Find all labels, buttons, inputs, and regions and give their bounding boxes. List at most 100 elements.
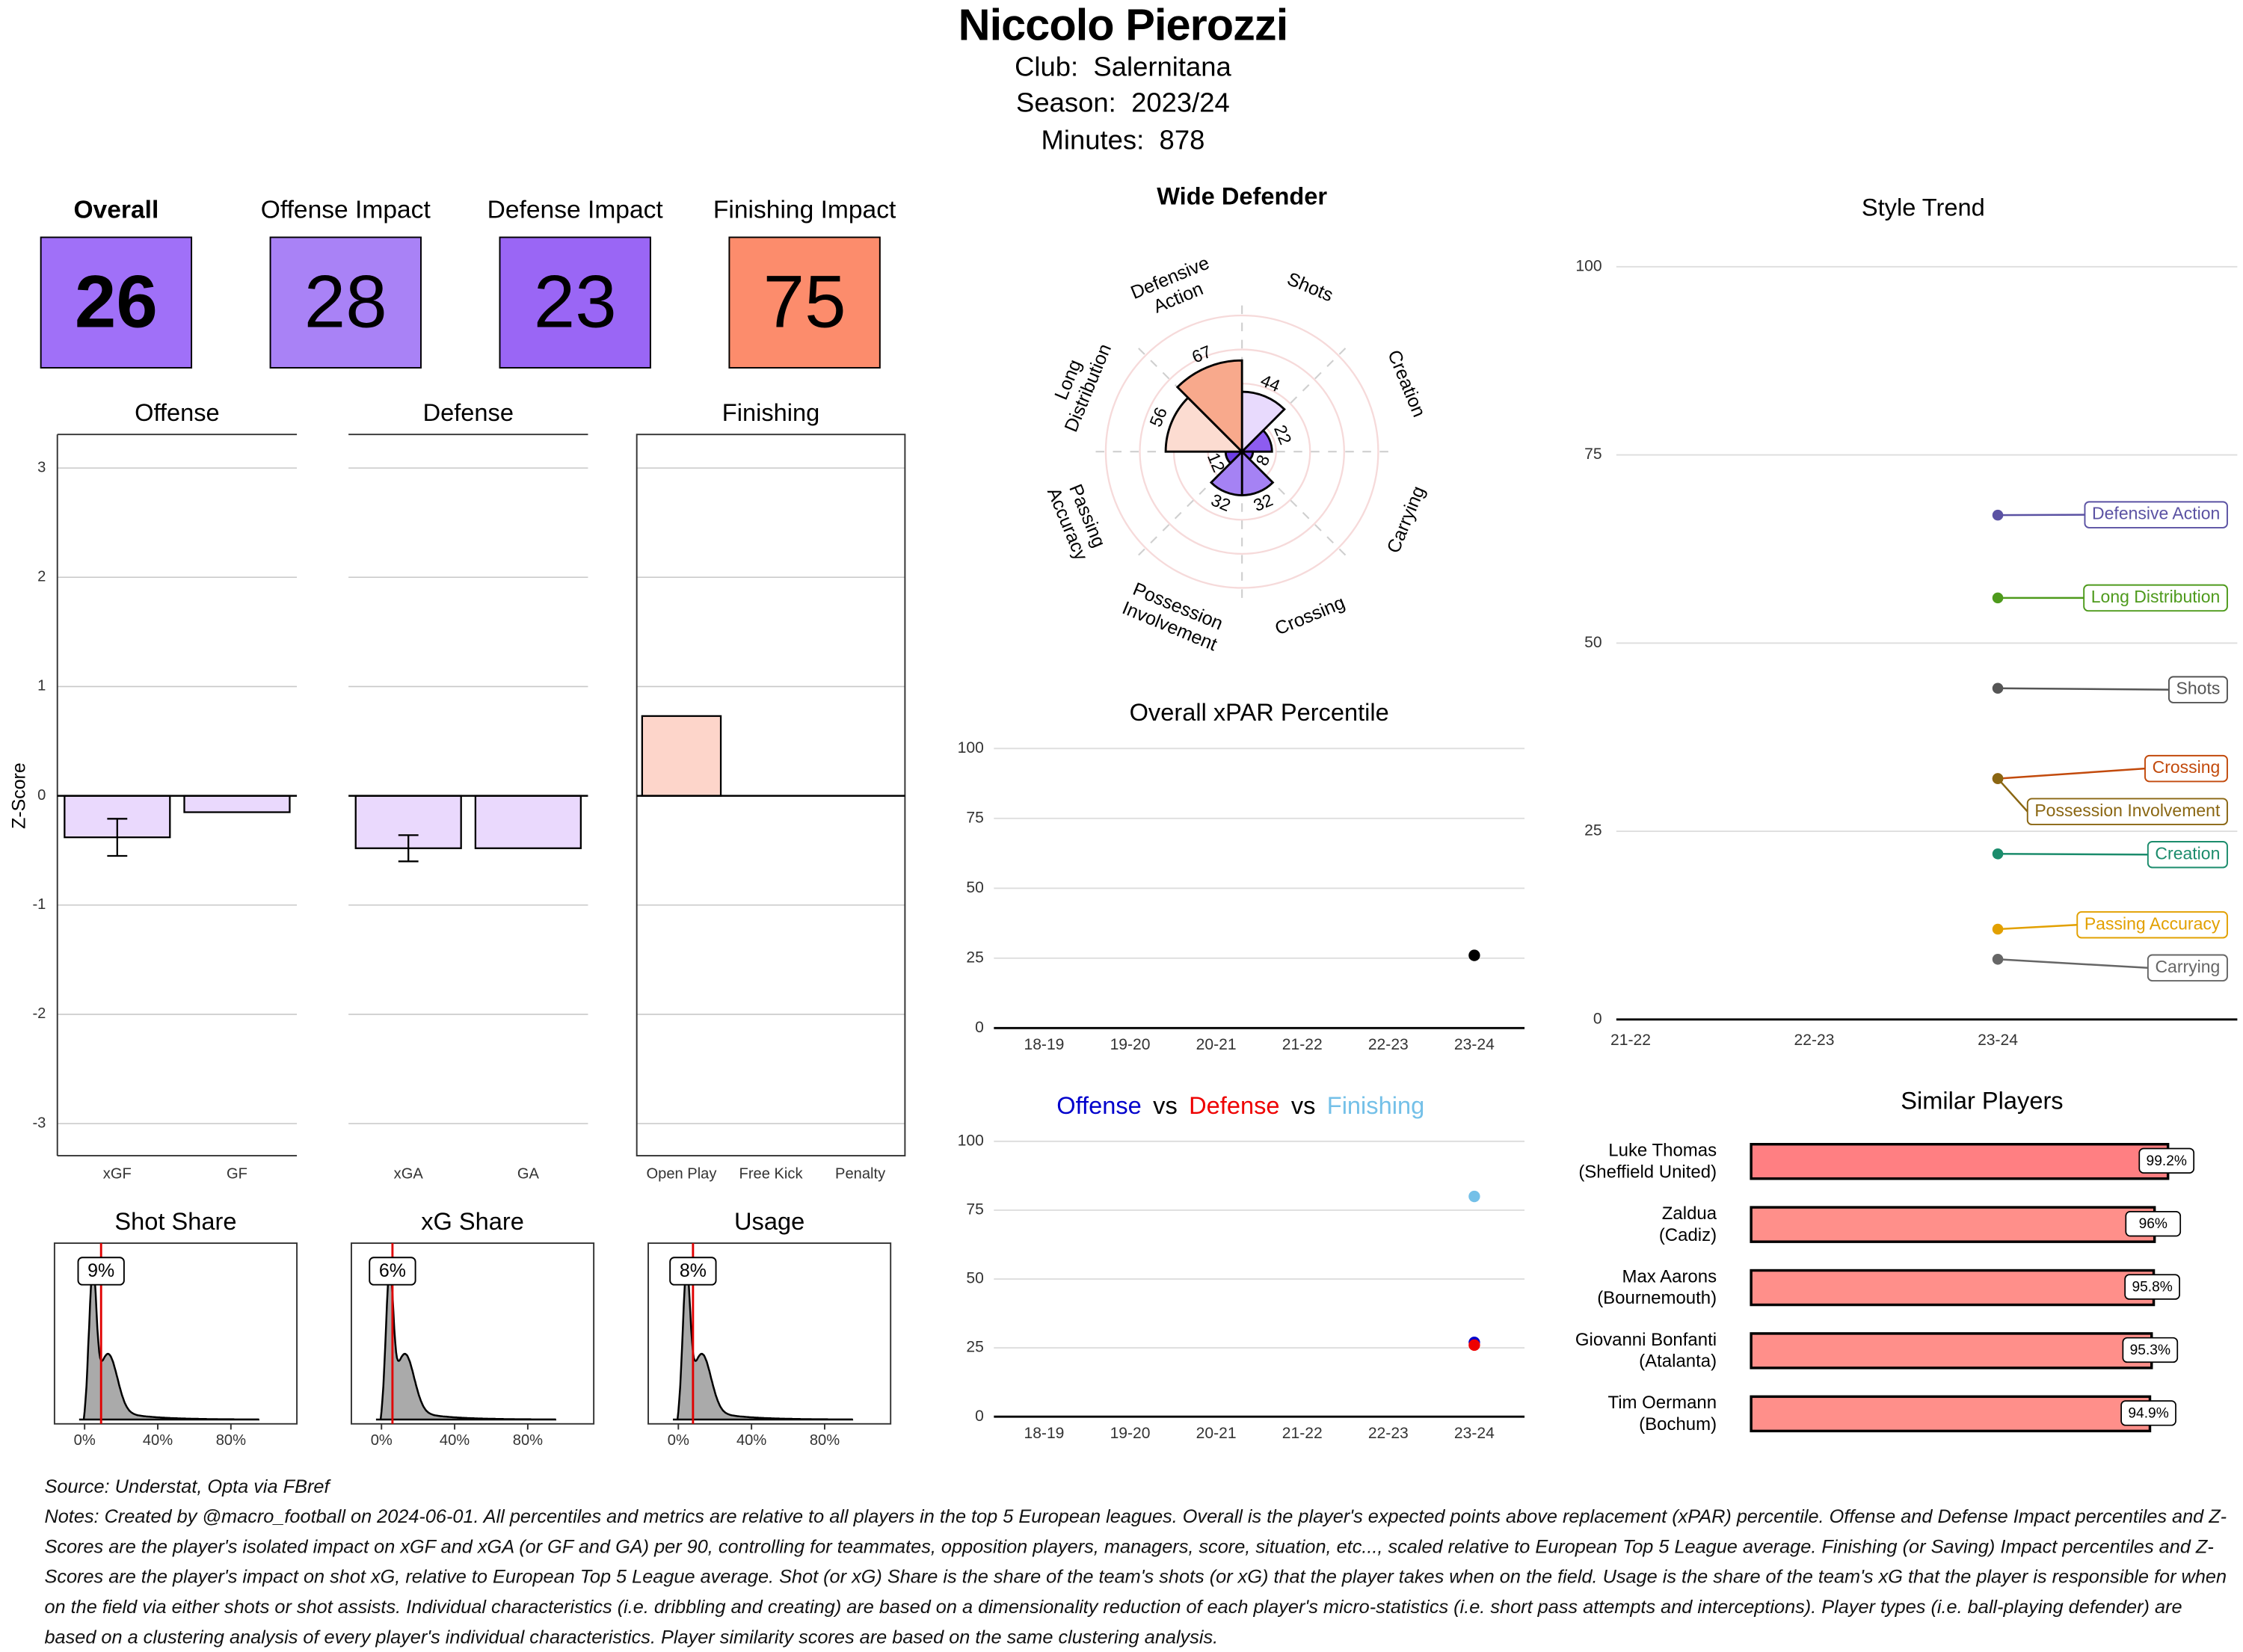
radar-category-label: Crossing [1272, 592, 1348, 640]
radar-category-label-line: Carrying [1383, 483, 1430, 556]
trend-connector [1998, 959, 2148, 968]
chart-title-part: Defense [1189, 1091, 1279, 1118]
similar-player-name: Zaldua [1662, 1203, 1717, 1224]
similarity-bar [1751, 1396, 2150, 1431]
panel-title: Defense [423, 398, 514, 426]
value-label: 6% [379, 1260, 406, 1281]
chart-title: Overall xPAR Percentile [1130, 698, 1389, 726]
similar-player-club: (Bournemouth) [1597, 1288, 1717, 1308]
data-point [1993, 682, 2004, 694]
radar-category-label: PossessionInvolvement [1119, 578, 1228, 656]
similar-player-club: (Sheffield United) [1578, 1162, 1717, 1182]
data-point [1468, 1340, 1480, 1351]
x-tick-label: GF [227, 1165, 247, 1182]
similar-player-name: Luke Thomas [1608, 1141, 1717, 1161]
y-tick-label: 0 [975, 1019, 984, 1036]
x-tick-label: 0% [74, 1432, 96, 1449]
z-bar [642, 716, 721, 796]
y-tick-label: 25 [1584, 822, 1602, 839]
z-bar [185, 796, 290, 813]
z-bar [476, 796, 581, 848]
trend-series: Shots [1993, 676, 2227, 703]
trend-series: Carrying [1993, 954, 2227, 981]
panel-title: Usage [734, 1207, 804, 1235]
trend-series-label: Possession Involvement [2034, 801, 2221, 820]
value-label: 9% [87, 1260, 114, 1281]
trend-connector [1998, 768, 2145, 778]
data-point [1993, 954, 2004, 965]
y-tick-label: 50 [966, 879, 983, 896]
x-tick-label: 0% [371, 1432, 393, 1449]
trend-series-label: Carrying [2155, 957, 2220, 976]
chart-title-part: vs [1153, 1091, 1178, 1118]
y-tick-label: 2 [37, 569, 46, 585]
y-tick-label: -2 [32, 1005, 46, 1022]
radar-category-label: Carrying [1383, 483, 1430, 556]
trend-connector [1998, 779, 2028, 812]
similar-player-name: Tim Oermann [1607, 1393, 1717, 1413]
chart-title: Offense vs Defense vs Finishing [1056, 1091, 1424, 1118]
x-tick-label: 40% [143, 1432, 173, 1449]
notes-text: Notes: Created by @macro_football on 202… [44, 1501, 2239, 1651]
x-tick-label: 20-21 [1196, 1036, 1237, 1053]
y-tick-label: 100 [958, 739, 984, 756]
x-tick-label: 22-23 [1794, 1032, 1835, 1049]
x-tick-label: 19-20 [1110, 1036, 1151, 1053]
radar-category-label: LongDistribution [1041, 333, 1116, 435]
x-tick-label: 0% [668, 1432, 689, 1449]
similarity-bar [1751, 1144, 2168, 1179]
x-tick-label: 21-22 [1282, 1425, 1323, 1442]
panel-title: Finishing [722, 398, 819, 426]
x-tick-label: 20-21 [1196, 1425, 1237, 1442]
x-tick-label: 40% [736, 1432, 766, 1449]
chart-title-part: vs [1291, 1091, 1316, 1118]
data-point [1993, 773, 2004, 784]
x-tick-label: 19-20 [1110, 1425, 1151, 1442]
data-point [1468, 1191, 1480, 1202]
data-point [1993, 924, 2004, 935]
trend-connector [1998, 925, 2077, 929]
x-tick-label: 40% [440, 1432, 470, 1449]
radar-category-label-line: Crossing [1272, 592, 1348, 640]
x-tick-label: 80% [810, 1432, 840, 1449]
similar-player-club: (Atalanta) [1639, 1352, 1717, 1372]
chart-title: Style Trend [1862, 194, 1985, 221]
similarity-bar [1751, 1334, 2152, 1368]
y-tick-label: 100 [1575, 257, 1602, 274]
radar-value-label: 44 [1258, 371, 1283, 396]
chart-title: Similar Players [1901, 1087, 2063, 1115]
similarity-label: 95.3% [2130, 1343, 2170, 1358]
trend-connector [1998, 688, 2169, 690]
y-axis-label: Z-Score [8, 762, 29, 829]
trend-series-label: Shots [2176, 679, 2221, 698]
radar-category-label: Creation [1383, 347, 1430, 420]
data-point [1468, 949, 1480, 961]
similar-player-club: (Cadiz) [1659, 1225, 1717, 1245]
x-tick-label: xGA [394, 1165, 424, 1182]
x-tick-label: 22-23 [1368, 1425, 1409, 1442]
trend-series-label: Long Distribution [2091, 587, 2221, 606]
x-tick-label: Open Play [646, 1165, 717, 1182]
chart-title-part: Finishing [1327, 1091, 1424, 1118]
chart-title-part: Offense [1056, 1091, 1142, 1118]
similar-player-club: (Bochum) [1639, 1414, 1717, 1434]
x-tick-label: 23-24 [1454, 1036, 1495, 1053]
similarity-label: 99.2% [2147, 1153, 2187, 1169]
similarity-bar [1751, 1207, 2155, 1242]
x-tick-label: 80% [513, 1432, 543, 1449]
similar-player-name: Giovanni Bonfanti [1575, 1330, 1717, 1350]
source-text: Source: Understat, Opta via FBref [44, 1471, 2239, 1501]
radar-category-label: DefensiveAction [1127, 253, 1220, 324]
x-tick-label: 80% [216, 1432, 246, 1449]
trend-series: Creation [1993, 842, 2227, 868]
similarity-label: 95.8% [2132, 1280, 2172, 1295]
trend-series: Crossing [1993, 756, 2227, 784]
trend-series: Passing Accuracy [1993, 912, 2227, 938]
data-point [1993, 593, 2004, 604]
y-tick-label: -3 [32, 1115, 46, 1131]
x-tick-label: xGF [103, 1165, 132, 1182]
y-tick-label: 0 [1593, 1010, 1602, 1027]
radar-category-label: PassingAccuracy [1043, 476, 1112, 564]
